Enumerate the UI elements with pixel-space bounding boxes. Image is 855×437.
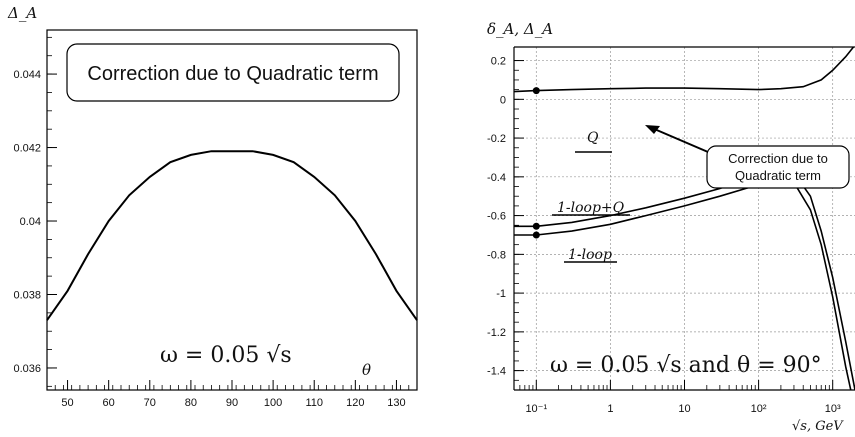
left-x-tick-label: 130 [387, 397, 405, 409]
right-annotation-line-1: Correction due to [728, 151, 828, 166]
right-panel: 0.20-0.2-0.4-0.6-0.8-1-1.2-1.4 10⁻¹ 1 10 10… [487, 20, 855, 434]
right-y-tick-label: -1.2 [487, 327, 506, 339]
left-x-tick-label: 70 [144, 397, 156, 409]
left-x-tick-label: 90 [226, 397, 238, 409]
right-x-tick-label: 10 [678, 403, 690, 415]
left-annotation-box [66, 43, 400, 102]
right-data-marker [532, 222, 540, 230]
right-x-tick-label: 10⁻¹ [525, 403, 547, 415]
left-series-line [46, 150, 418, 321]
left-x-tick-label: 50 [61, 397, 73, 409]
series-label-1loop-q: 1-loop+Q [557, 200, 625, 216]
left-formula: ω = 0.05 √s [160, 343, 292, 368]
right-x-tick-label: 1 [607, 403, 613, 415]
left-y-tick-label: 0.04 [20, 216, 41, 228]
right-x-tick-label: 10³ [825, 403, 841, 415]
right-y-tick-label: -0.8 [487, 249, 506, 261]
right-y-tick-label: -1 [496, 288, 506, 300]
right-annotation-line-2: Quadratic term [735, 168, 821, 183]
right-annotation-box [706, 145, 850, 189]
right-y-axis: 0.2 0 -0.2 -0.4 -0.6 -0.8 -1 -1.2 -1.4 [487, 56, 524, 381]
left-y-tick-label: 0.044 [13, 69, 41, 81]
left-x-axis-label: θ [362, 361, 371, 379]
right-x-axis: 10⁻¹ 1 10 10² 10³ [513, 380, 855, 415]
left-y-tick-label: 0.038 [13, 289, 41, 301]
right-x-axis-label: √s, GeV [792, 419, 844, 434]
left-y-axis: 0.036 0.038 0.04 0.042 0.044 [13, 36, 57, 387]
left-x-tick-label: 120 [346, 397, 364, 409]
left-annotation-text: Correction due to Quadratic term [87, 63, 378, 85]
right-data-marker [532, 231, 540, 239]
series-label-1loop: 1-loop [568, 247, 612, 263]
right-y-tick-label: -0.6 [487, 211, 506, 223]
left-y-tick-label: 0.036 [13, 363, 41, 375]
left-x-axis: 50 60 70 80 90 100 110 120 130 [46, 380, 418, 409]
right-y-tick-label: -0.4 [487, 172, 506, 184]
left-y-axis-label: Δ_A [7, 4, 37, 22]
annotation-arrow [651, 127, 709, 153]
left-x-tick-label: 80 [185, 397, 197, 409]
series-label-q: Q [587, 130, 599, 146]
right-series-line-0 [514, 47, 855, 93]
right-data-marker [532, 87, 540, 95]
right-y-tick-label: 0 [500, 94, 506, 106]
left-x-tick-label: 100 [264, 397, 282, 409]
right-y-tick-label: -1.4 [487, 366, 506, 378]
left-y-tick-label: 0.042 [13, 143, 41, 155]
left-x-tick-label: 110 [305, 397, 323, 409]
right-x-tick-label: 10² [751, 403, 767, 415]
annotation-arrowhead [645, 125, 660, 134]
right-y-tick-label: -0.2 [487, 133, 506, 145]
right-grid [514, 47, 855, 390]
left-panel: 0.036 0.038 0.04 0.042 0.044 50 60 70 80 90 100 11… [7, 4, 418, 409]
right-y-tick-label: 0.2 [491, 56, 506, 68]
right-formula: ω = 0.05 √s and θ = 90° [550, 353, 822, 378]
left-x-tick-label: 60 [103, 397, 115, 409]
right-y-axis-label: δ_A, Δ_A [487, 20, 553, 38]
right-markers [532, 87, 540, 239]
